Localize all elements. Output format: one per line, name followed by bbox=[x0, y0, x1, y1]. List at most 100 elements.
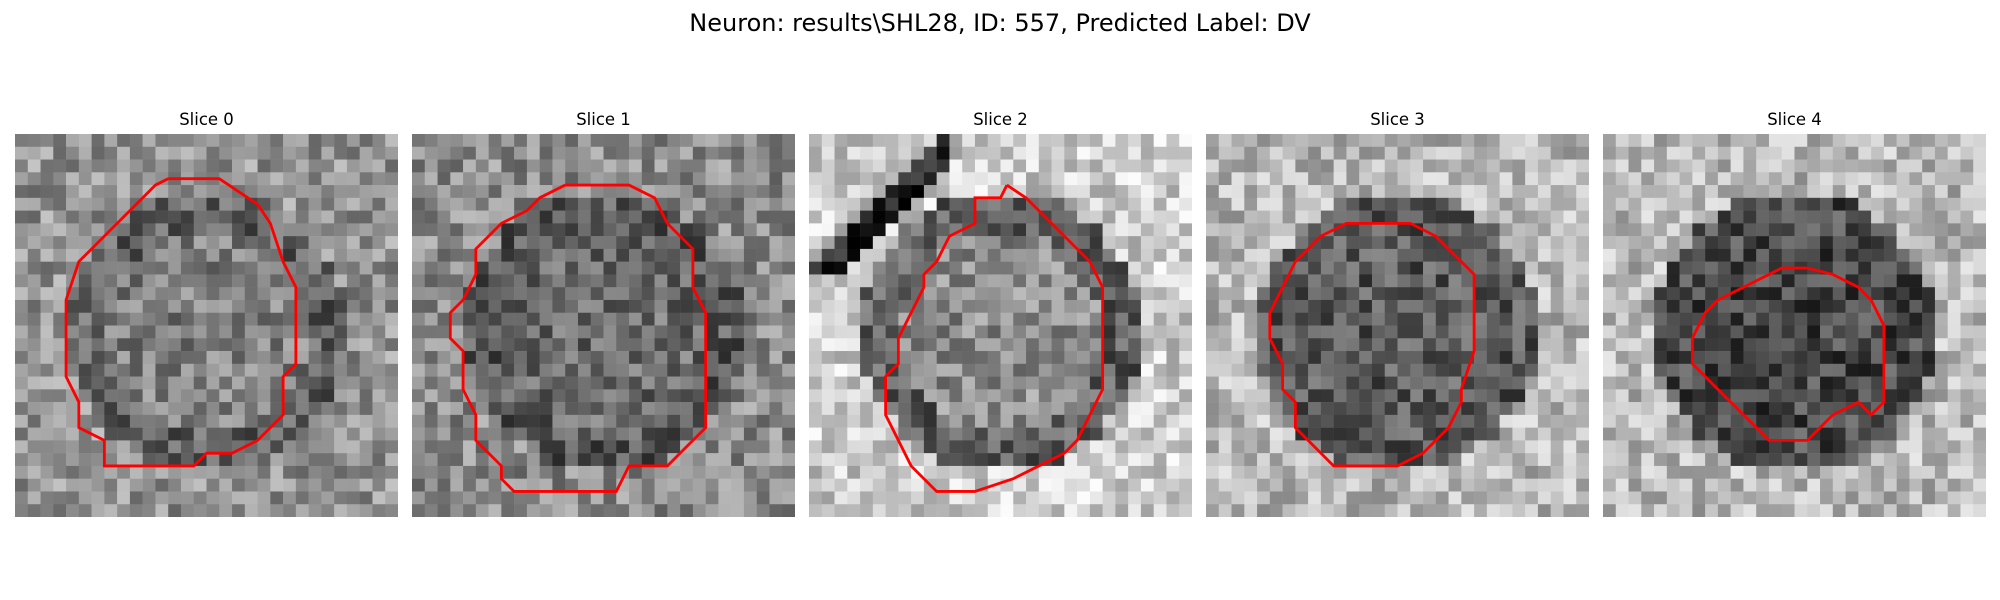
pixel bbox=[1768, 478, 1782, 492]
pixel bbox=[731, 197, 745, 211]
pixel bbox=[565, 491, 579, 505]
pixel bbox=[923, 325, 937, 339]
pixel bbox=[1166, 287, 1180, 301]
pixel bbox=[987, 134, 1001, 148]
pixel bbox=[1435, 134, 1449, 148]
pixel bbox=[1102, 453, 1116, 467]
pixel bbox=[590, 427, 604, 441]
pixel bbox=[1512, 274, 1526, 288]
pixel bbox=[1756, 185, 1770, 199]
pixel bbox=[15, 210, 29, 224]
pixel bbox=[1666, 402, 1680, 416]
pixel bbox=[66, 312, 80, 326]
pixel bbox=[809, 236, 823, 250]
pixel bbox=[949, 185, 963, 199]
pixel bbox=[1743, 325, 1757, 339]
pixel bbox=[15, 363, 29, 377]
pixel bbox=[1371, 414, 1385, 428]
pixel bbox=[539, 440, 553, 454]
pixel bbox=[1371, 223, 1385, 237]
pixel bbox=[193, 414, 207, 428]
pixel bbox=[1115, 325, 1129, 339]
pixel bbox=[1282, 440, 1296, 454]
pixel bbox=[1448, 172, 1462, 186]
pixel bbox=[180, 146, 194, 160]
pixel bbox=[1603, 453, 1617, 467]
pixel bbox=[1705, 274, 1719, 288]
pixel bbox=[1615, 236, 1629, 250]
pixel bbox=[667, 504, 681, 517]
pixel bbox=[40, 478, 54, 492]
pixel bbox=[53, 376, 67, 390]
pixel bbox=[1346, 402, 1360, 416]
pixel bbox=[1705, 465, 1719, 479]
pixel bbox=[372, 197, 386, 211]
pixel bbox=[475, 172, 489, 186]
pixel bbox=[1845, 197, 1859, 211]
pixel bbox=[129, 134, 143, 148]
pixel bbox=[232, 197, 246, 211]
pixel bbox=[53, 274, 67, 288]
pixel bbox=[860, 159, 874, 173]
pixel bbox=[104, 376, 118, 390]
pixel bbox=[718, 351, 732, 365]
pixel bbox=[1051, 210, 1065, 224]
pixel bbox=[104, 210, 118, 224]
pixel bbox=[1089, 325, 1103, 339]
pixel bbox=[1666, 287, 1680, 301]
pixel bbox=[1654, 440, 1668, 454]
pixel bbox=[1320, 478, 1334, 492]
pixel bbox=[321, 504, 335, 517]
pixel bbox=[872, 491, 886, 505]
pixel bbox=[412, 414, 426, 428]
pixel bbox=[860, 389, 874, 403]
pixel bbox=[424, 172, 438, 186]
pixel bbox=[129, 491, 143, 505]
pixel bbox=[809, 478, 823, 492]
pixel bbox=[1257, 197, 1271, 211]
pixel bbox=[1102, 504, 1116, 517]
pixel-grid bbox=[412, 134, 795, 517]
pixel bbox=[1896, 197, 1910, 211]
pixel bbox=[1922, 197, 1936, 211]
pixel bbox=[1768, 159, 1782, 173]
pixel bbox=[117, 376, 131, 390]
pixel bbox=[1206, 363, 1220, 377]
pixel bbox=[424, 134, 438, 148]
pixel bbox=[1654, 389, 1668, 403]
pixel bbox=[692, 236, 706, 250]
pixel bbox=[1973, 172, 1986, 186]
pixel bbox=[1269, 402, 1283, 416]
pixel bbox=[603, 440, 617, 454]
pixel bbox=[718, 159, 732, 173]
pixel bbox=[923, 402, 937, 416]
pixel bbox=[1705, 312, 1719, 326]
pixel bbox=[1206, 248, 1220, 262]
pixel bbox=[1641, 287, 1655, 301]
pixel bbox=[898, 402, 912, 416]
pixel bbox=[1384, 223, 1398, 237]
pixel bbox=[372, 287, 386, 301]
pixel bbox=[1140, 465, 1154, 479]
pixel bbox=[1102, 427, 1116, 441]
pixel bbox=[40, 491, 54, 505]
pixel bbox=[1282, 491, 1296, 505]
pixel bbox=[104, 325, 118, 339]
pixel bbox=[847, 185, 861, 199]
pixel bbox=[475, 363, 489, 377]
pixel bbox=[1346, 197, 1360, 211]
pixel bbox=[590, 134, 604, 148]
pixel bbox=[1537, 363, 1551, 377]
pixel bbox=[27, 197, 41, 211]
pixel bbox=[1102, 261, 1116, 275]
pixel bbox=[898, 210, 912, 224]
pixel bbox=[1115, 478, 1129, 492]
pixel bbox=[1666, 376, 1680, 390]
pixel bbox=[743, 376, 757, 390]
pixel bbox=[898, 478, 912, 492]
pixel bbox=[936, 312, 950, 326]
pixel bbox=[1499, 440, 1513, 454]
pixel bbox=[359, 363, 373, 377]
pixel bbox=[1115, 389, 1129, 403]
pixel bbox=[731, 389, 745, 403]
